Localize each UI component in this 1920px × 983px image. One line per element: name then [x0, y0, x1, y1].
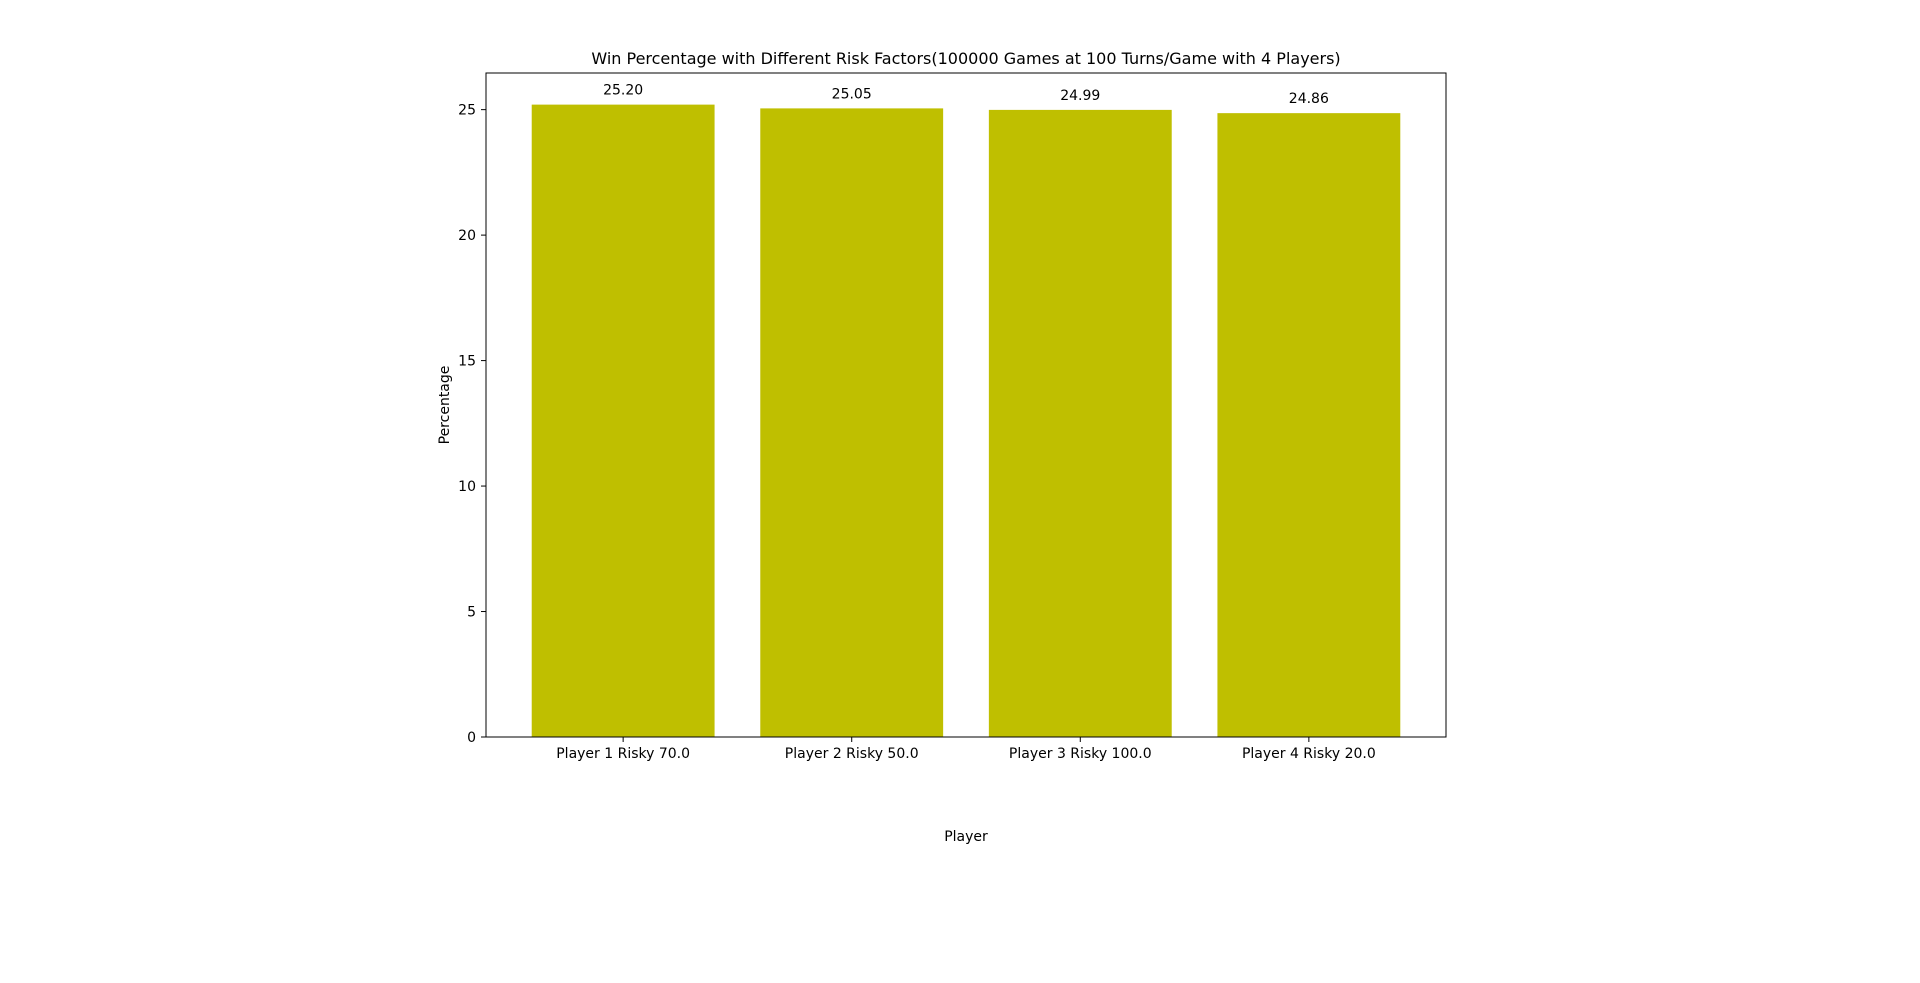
x-tick-label-2: Player 2 Risky 50.0 — [785, 746, 919, 762]
bar-2 — [760, 108, 944, 737]
data-label-1: 25.20 — [603, 83, 643, 99]
y-axis: 0 5 10 15 20 25 — [458, 103, 486, 746]
x-axis-label: Player — [944, 829, 988, 845]
x-tick-label-4: Player 4 Risky 20.0 — [1242, 746, 1376, 762]
y-tick-label-1: 5 — [467, 605, 476, 621]
bar-4 — [1217, 113, 1401, 737]
bar-3 — [988, 109, 1172, 737]
data-label-4: 24.86 — [1289, 91, 1329, 107]
x-tick-label-1: Player 1 Risky 70.0 — [556, 746, 690, 762]
plot-frame — [485, 72, 1447, 738]
bar-1 — [531, 104, 715, 738]
y-tick-label-2: 10 — [458, 479, 476, 495]
y-tick-label-3: 15 — [458, 354, 476, 370]
chart-title: Win Percentage with Different Risk Facto… — [591, 49, 1340, 68]
data-label-3: 24.99 — [1060, 88, 1100, 104]
y-axis-label: Percentage — [437, 366, 453, 445]
x-axis: Player 1 Risky 70.0 Player 2 Risky 50.0 Pl… — [556, 737, 1376, 762]
y-tick-label-5: 25 — [458, 103, 476, 119]
x-tick-label-3: Player 3 Risky 100.0 — [1009, 746, 1152, 762]
bars-layer: 25.20 25.05 24.99 24.86 — [531, 83, 1401, 738]
data-label-2: 25.05 — [832, 86, 872, 102]
y-tick-label-0: 0 — [467, 730, 476, 746]
y-tick-label-4: 20 — [458, 228, 476, 244]
